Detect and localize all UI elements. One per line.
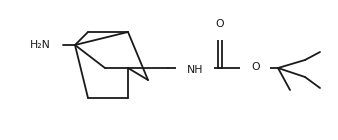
Text: O: O — [216, 19, 224, 29]
Text: NH: NH — [187, 65, 203, 75]
Text: O: O — [251, 62, 260, 72]
Text: H₂N: H₂N — [30, 40, 51, 50]
